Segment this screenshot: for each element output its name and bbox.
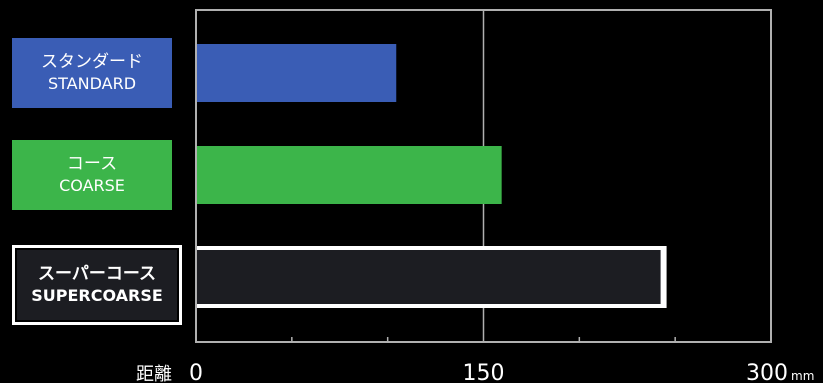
category-label-en: SUPERCOARSE (31, 285, 163, 305)
tick-label: 0 (189, 361, 203, 383)
category-label-en: COARSE (59, 175, 125, 195)
category-label-supercoarse: スーパーコース SUPERCOARSE (12, 245, 182, 325)
category-label-jp: スタンダード (41, 52, 143, 73)
category-label-en: STANDARD (47, 73, 137, 93)
bar (197, 44, 397, 102)
category-label-standard: スタンダード STANDARD (12, 38, 172, 108)
bar (197, 146, 502, 204)
x-axis-label: 距離 (136, 364, 172, 383)
category-label-jp: コース (66, 154, 118, 175)
tick-layer: 0 150 300 mm (189, 337, 814, 383)
bar-layer (197, 44, 667, 308)
category-label-coarse: コース COARSE (12, 140, 172, 210)
category-label-jp: スーパーコース (38, 264, 156, 285)
unit-label: mm (791, 369, 814, 383)
tick-label: 150 (463, 361, 505, 383)
tick-label: 300 (746, 361, 788, 383)
bar (197, 250, 661, 304)
